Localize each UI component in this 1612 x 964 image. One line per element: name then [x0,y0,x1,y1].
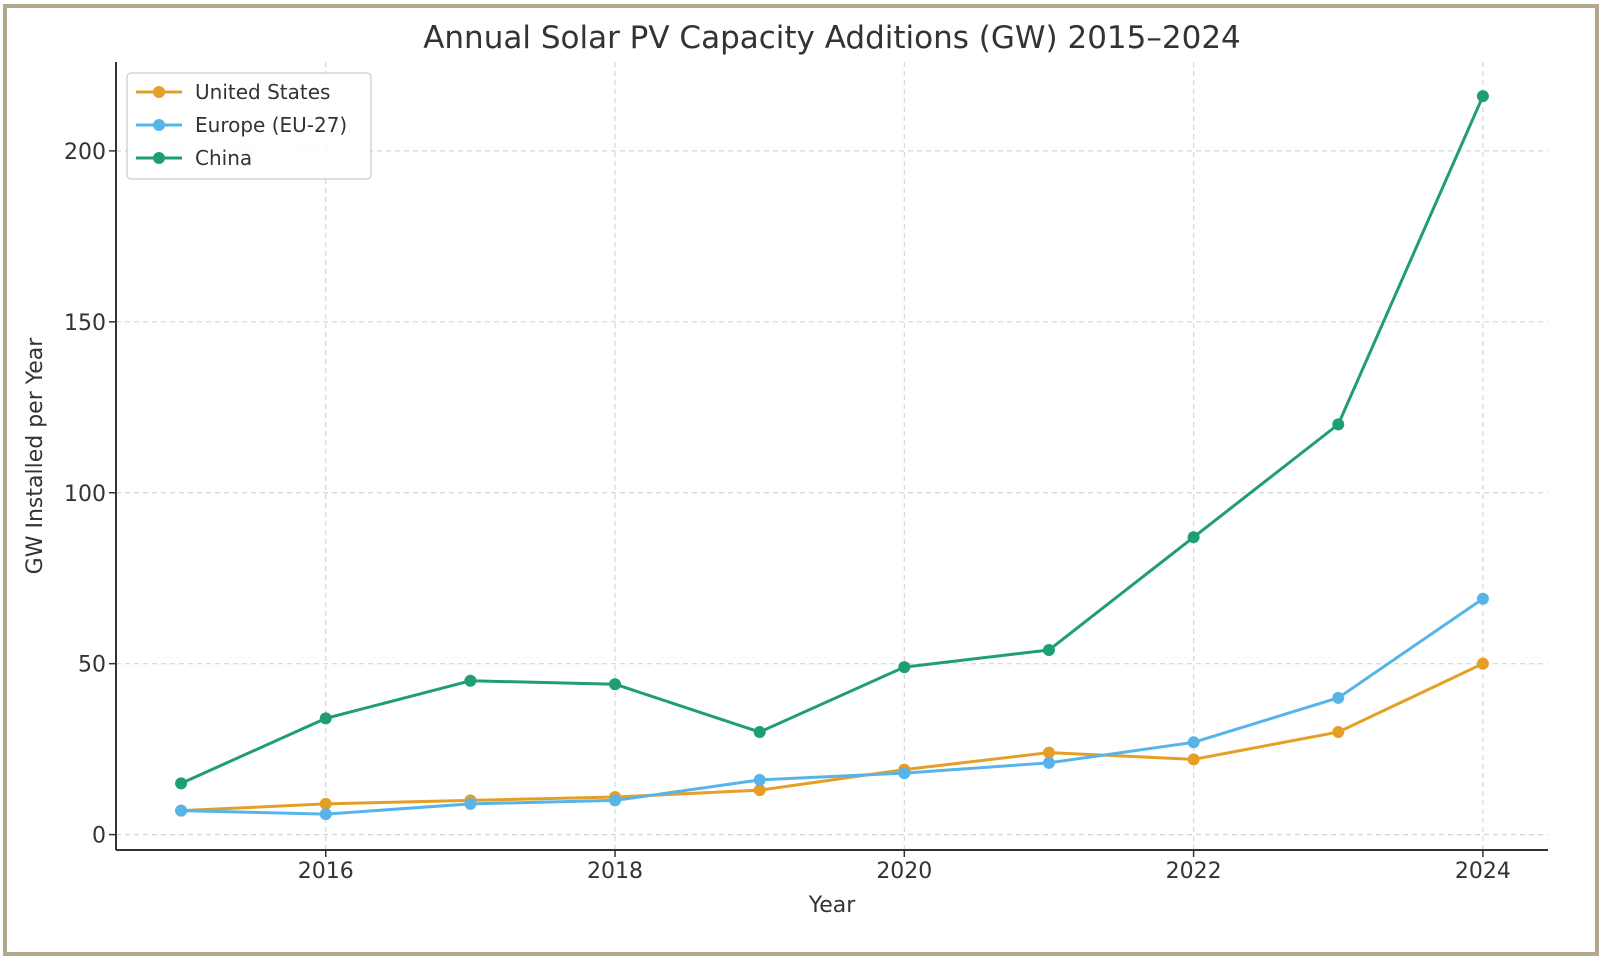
data-point-china-2022 [1187,531,1200,544]
legend-marker-china [153,152,165,164]
x-tick-label: 2024 [1455,859,1511,884]
data-point-europe-eu-27-2021 [1042,756,1055,769]
y-axis-label: GW Installed per Year [23,337,48,575]
data-point-europe-eu-27-2024 [1476,592,1489,605]
series-united-states [175,657,1489,817]
data-point-china-2015 [175,777,188,790]
x-axis-label: Year [808,893,857,918]
y-tick-label: 150 [64,311,106,336]
x-tick-label: 2016 [298,859,354,884]
data-point-china-2020 [898,661,911,674]
series-europe-eu-27 [175,592,1489,821]
series-line-china [180,95,1485,785]
data-point-europe-eu-27-2020 [898,767,911,780]
data-point-europe-eu-27-2016 [319,808,332,821]
series-layer [175,90,1489,821]
data-point-china-2021 [1042,644,1055,657]
data-point-china-2024 [1476,90,1489,103]
legend-marker-united-states [153,86,165,98]
legend-label-china: China [195,146,252,170]
data-point-europe-eu-27-2023 [1332,691,1345,704]
data-point-china-2023 [1332,418,1345,431]
legend: United States Europe (EU-27) China [126,72,372,180]
data-point-china-2018 [609,678,622,691]
data-point-united-states-2024 [1476,657,1489,670]
data-point-china-2017 [464,674,477,687]
x-tick-label: 2018 [587,859,643,884]
data-point-united-states-2019 [753,784,766,797]
data-point-china-2019 [753,726,766,739]
data-point-united-states-2016 [319,797,332,810]
legend-label-united-states: United States [195,80,330,104]
axes [115,62,1548,851]
ticks: 0 50 100 150 200 2016 2018 2020 2022 2024 [64,140,1511,884]
y-tick-label: 50 [78,653,106,678]
data-point-europe-eu-27-2019 [753,773,766,786]
y-tick-label: 0 [92,824,106,849]
legend-item-europe-eu-27: Europe (EU-27) [136,113,347,137]
data-point-united-states-2023 [1332,726,1345,739]
data-point-united-states-2021 [1042,746,1055,759]
y-tick-label: 200 [64,140,106,165]
series-china [175,90,1489,790]
data-point-europe-eu-27-2018 [609,794,622,807]
series-line-united-states [181,662,1484,813]
legend-item-united-states: United States [136,80,330,104]
chart-title: Annual Solar PV Capacity Additions (GW) … [423,20,1241,56]
legend-box [126,72,372,180]
series-line-europe-eu-27 [181,597,1484,816]
data-point-europe-eu-27-2017 [464,797,477,810]
data-point-china-2016 [319,712,332,725]
legend-marker-europe-eu-27 [153,119,165,131]
y-tick-label: 100 [64,482,106,507]
x-tick-label: 2020 [876,859,932,884]
data-point-europe-eu-27-2022 [1187,736,1200,749]
data-point-united-states-2022 [1187,753,1200,766]
x-tick-label: 2022 [1166,859,1222,884]
legend-label-europe-eu-27: Europe (EU-27) [195,113,347,137]
data-point-europe-eu-27-2015 [175,804,188,817]
legend-item-china: China [136,146,252,170]
